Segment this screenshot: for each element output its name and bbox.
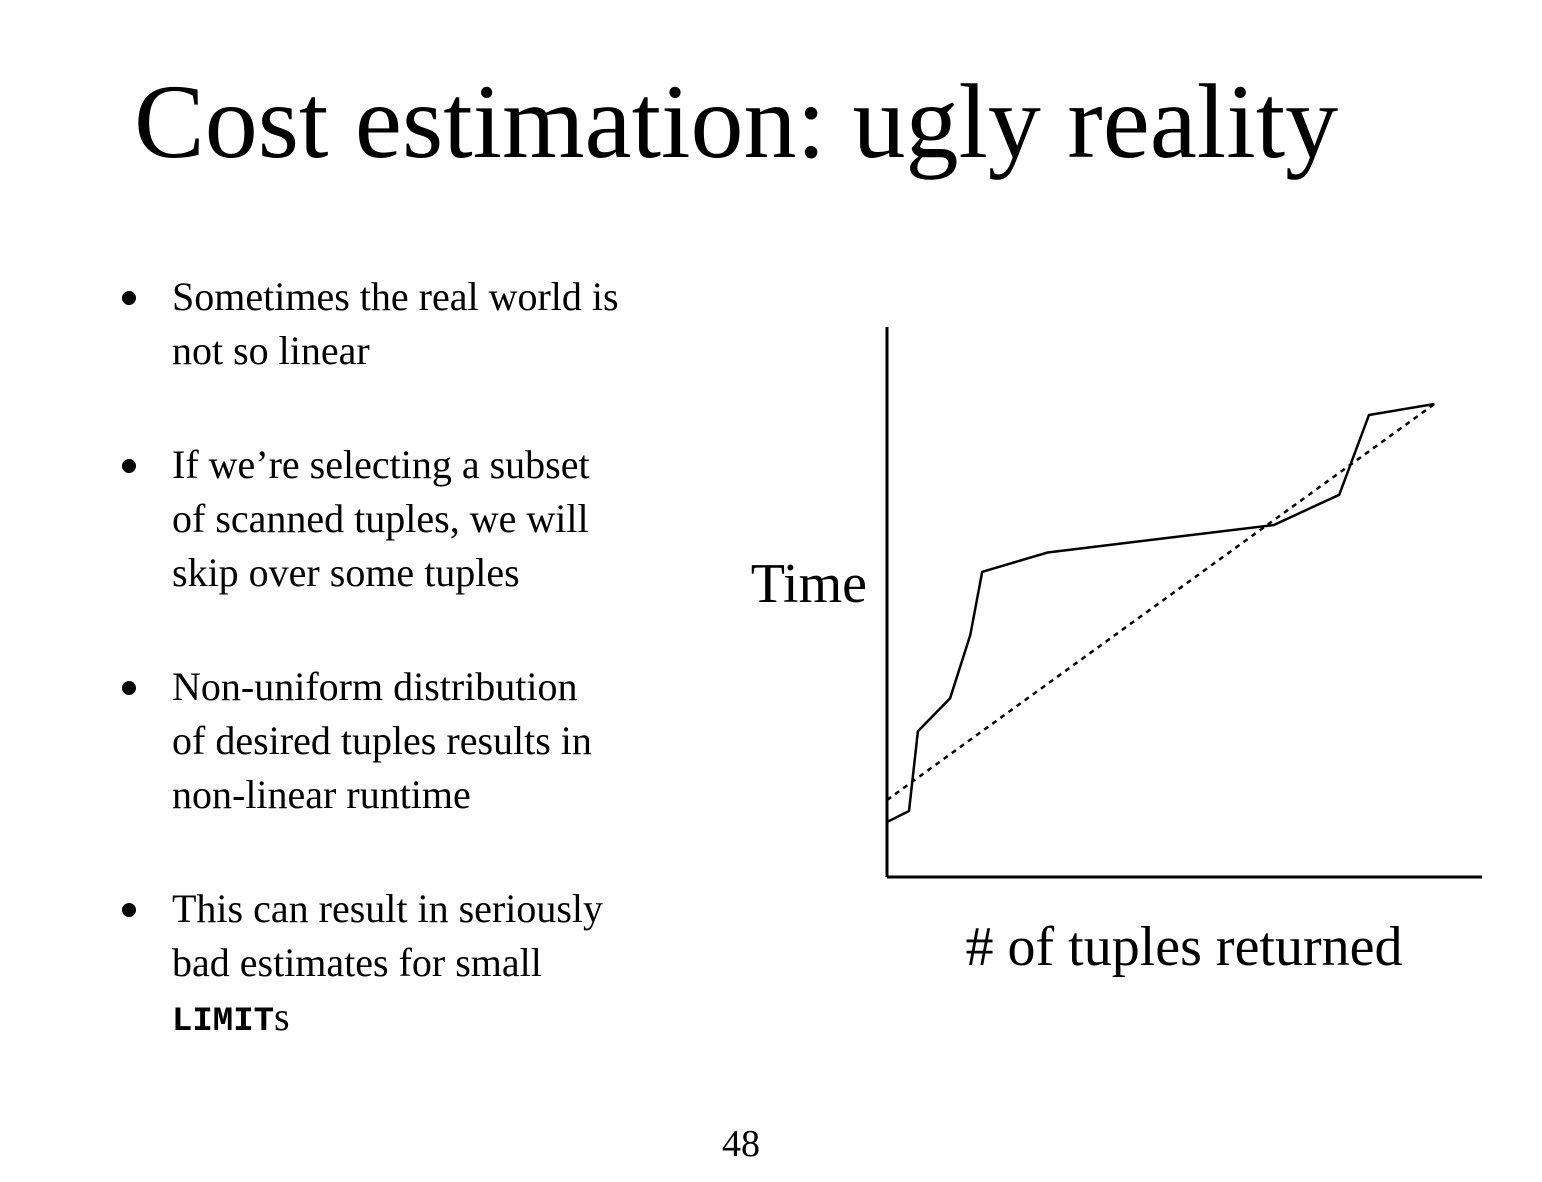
bullet-text-line: non-linear runtime: [172, 772, 471, 817]
bullet-marker: [122, 903, 136, 917]
bullet-marker: [122, 291, 136, 305]
code-limit: LIMIT: [172, 1003, 275, 1041]
linear-estimate-line: [886, 402, 1436, 802]
bullet-text-line: Non-uniform distribution: [172, 664, 578, 709]
code-suffix: s: [274, 994, 290, 1039]
actual-runtime-line: [886, 402, 1435, 824]
bullet-text-line: not so linear: [172, 328, 370, 373]
bullet-text-line: of desired tuples results in: [172, 718, 592, 763]
runtime-chart: Time # of tuples returned: [751, 327, 1482, 978]
bullet-marker: [122, 459, 136, 473]
y-axis-label: Time: [751, 553, 867, 615]
bullet-item: Non-uniform distribution of desired tupl…: [118, 660, 718, 822]
bullet-text-line: LIMITs: [172, 990, 718, 1049]
bullet-text-line: of scanned tuples, we will: [172, 496, 589, 541]
bullet-text-line: skip over some tuples: [172, 550, 520, 595]
bullet-text-line: bad estimates for small: [172, 940, 542, 985]
bullet-item: If we’re selecting a subset of scanned t…: [118, 438, 718, 600]
page-number: 48: [722, 1123, 760, 1165]
bullet-text-line: Sometimes the real world is: [172, 274, 619, 319]
x-axis-label: # of tuples returned: [966, 916, 1403, 978]
bullet-text-line: If we’re selecting a subset: [172, 442, 590, 487]
bullet-list: Sometimes the real world is not so linea…: [118, 270, 718, 1049]
bullet-item: Sometimes the real world is not so linea…: [118, 270, 718, 378]
bullet-marker: [122, 681, 136, 695]
bullet-item: This can result in seriously bad estimat…: [118, 882, 718, 1049]
bullet-text-line: This can result in seriously: [172, 886, 604, 931]
slide-title: Cost estimation: ugly reality: [134, 63, 1339, 180]
